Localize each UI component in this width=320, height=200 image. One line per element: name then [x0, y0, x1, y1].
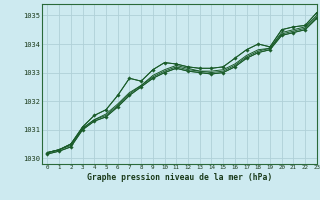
- X-axis label: Graphe pression niveau de la mer (hPa): Graphe pression niveau de la mer (hPa): [87, 173, 272, 182]
